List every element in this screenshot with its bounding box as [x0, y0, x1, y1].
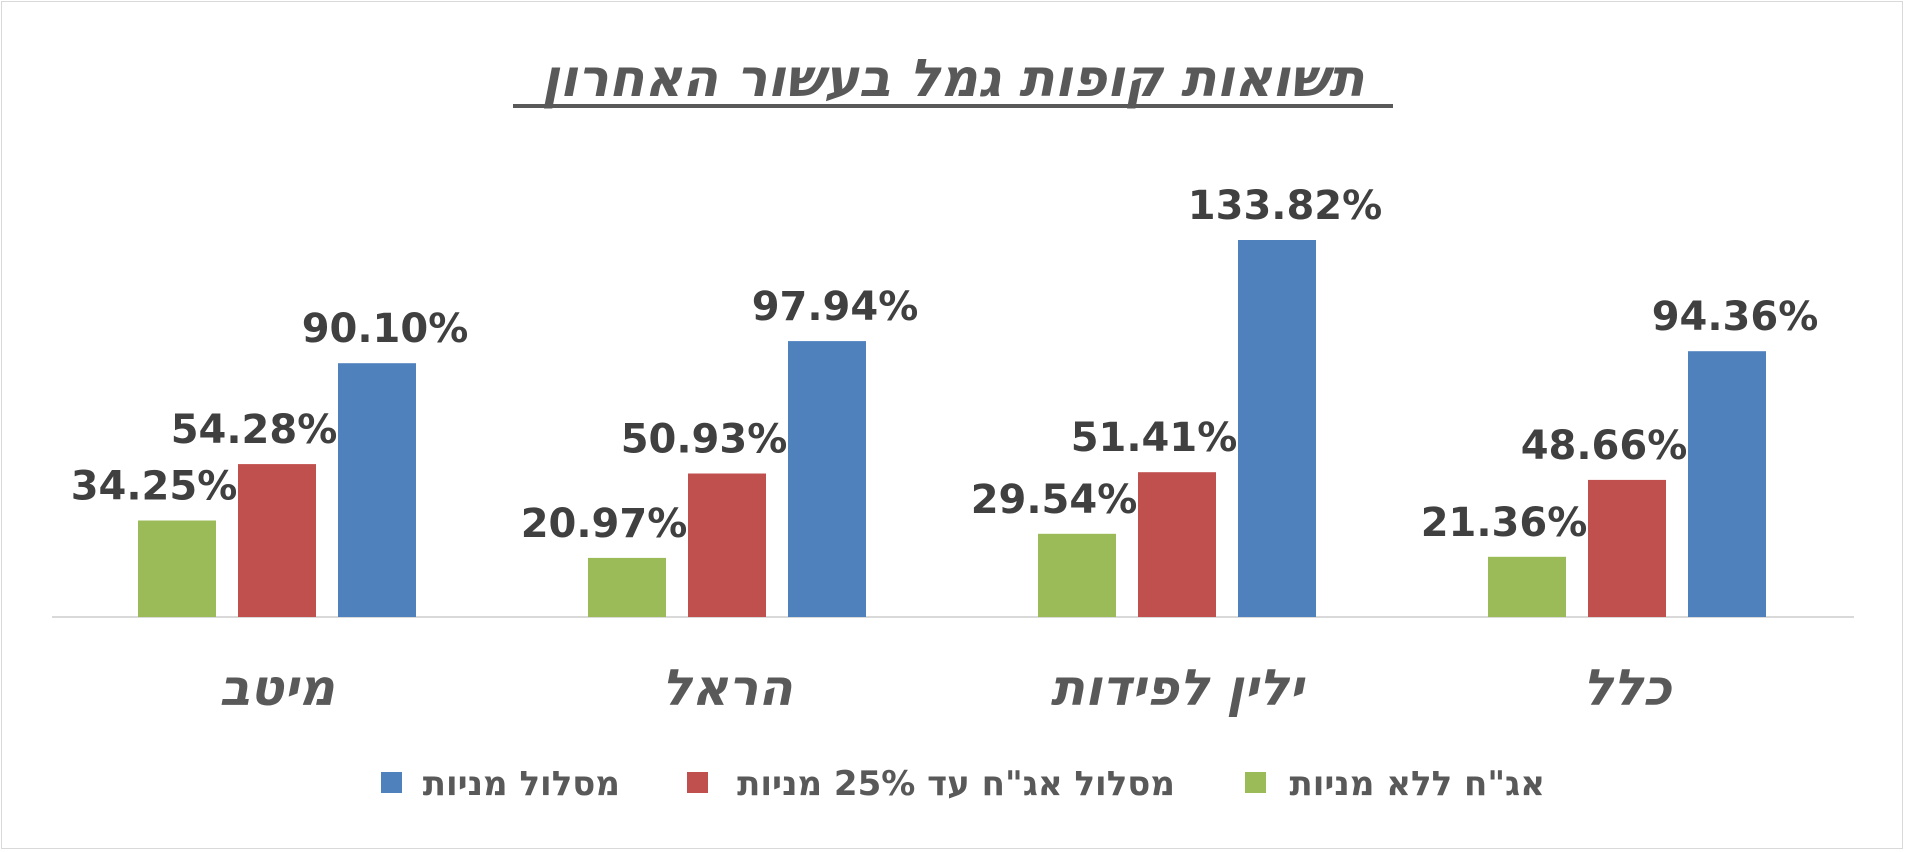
legend-swatch-1 — [1245, 772, 1266, 793]
legend-label-3: מסלול מניות — [423, 764, 620, 804]
data-labels-layer: 34.25% 54.28% 90.10% 20.97% 50.93% 97.94% 29.5… — [71, 183, 1819, 547]
bar-2-2 — [688, 473, 766, 617]
bar-2-4 — [1588, 479, 1666, 617]
legend-label-2: מסלול אג"ח עד 25% מניות — [737, 764, 1175, 804]
bars-layer — [138, 240, 1766, 617]
category-label-4: כלל — [1583, 659, 1672, 717]
legend: אג"ח ללא מניות מסלול אג"ח עד 25% מניות מסל… — [381, 764, 1545, 804]
bar-1-4 — [1488, 556, 1566, 617]
legend-swatch-2 — [687, 772, 708, 793]
category-label-1: מיטב — [219, 659, 336, 717]
legend-label-1: אג"ח ללא מניות — [1290, 764, 1546, 804]
data-label-1-2: 20.97% — [521, 501, 688, 547]
bar-3-2 — [788, 341, 866, 617]
category-label-2: הראל — [661, 659, 792, 717]
legend-item-1: אג"ח ללא מניות — [1245, 764, 1545, 804]
legend-item-2: מסלול אג"ח עד 25% מניות — [687, 764, 1175, 804]
data-label-2-1: 54.28% — [171, 407, 338, 453]
data-label-2-4: 48.66% — [1521, 423, 1688, 469]
data-label-1-4: 21.36% — [1421, 500, 1588, 546]
data-label-1-3: 29.54% — [971, 477, 1138, 523]
data-label-1-1: 34.25% — [71, 464, 238, 510]
data-label-3-1: 90.10% — [302, 306, 469, 352]
bar-3-3 — [1238, 240, 1316, 617]
data-label-3-4: 94.36% — [1652, 294, 1819, 340]
bar-3-1 — [338, 363, 416, 617]
data-label-3-3: 133.82% — [1188, 183, 1382, 229]
category-label-3: ילין לפידות — [1051, 659, 1306, 717]
bar-3-4 — [1688, 351, 1766, 617]
bar-1-1 — [138, 520, 216, 617]
data-label-2-3: 51.41% — [1071, 415, 1238, 461]
bar-1-2 — [588, 557, 666, 617]
bar-2-3 — [1138, 472, 1216, 617]
bar-1-3 — [1038, 533, 1116, 617]
data-label-2-2: 50.93% — [621, 417, 788, 463]
legend-swatch-3 — [381, 772, 402, 793]
legend-item-3: מסלול מניות — [381, 764, 620, 804]
chart-title: תשואות קופות גמל בעשור האחרון — [542, 49, 1365, 109]
data-label-3-2: 97.94% — [752, 284, 919, 330]
category-labels-layer: מיטב הראל ילין לפידות כלל — [219, 659, 1672, 717]
bar-2-1 — [238, 464, 316, 617]
